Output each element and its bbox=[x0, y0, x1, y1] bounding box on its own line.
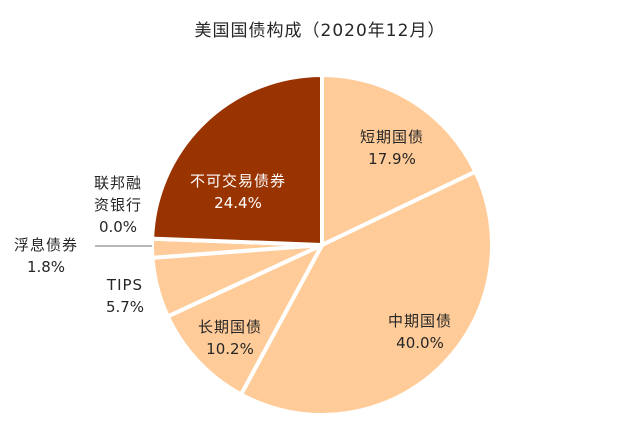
label-value: 10.2% bbox=[206, 340, 254, 358]
label-nonmarketable: 不可交易债券 24.4% bbox=[178, 170, 298, 214]
label-name: 长期国债 bbox=[197, 318, 262, 336]
label-value: 24.4% bbox=[214, 194, 262, 212]
label-name: TIPS bbox=[106, 276, 144, 294]
pie-slice-6 bbox=[150, 73, 324, 247]
pie-slice-2 bbox=[165, 243, 324, 397]
label-name: 短期国债 bbox=[359, 128, 424, 146]
label-mid-term: 中期国债 40.0% bbox=[380, 310, 460, 354]
chart-title: 美国国债构成（2020年12月） bbox=[194, 21, 446, 41]
label-value: 40.0% bbox=[396, 334, 444, 352]
pie-slice-1 bbox=[239, 169, 494, 417]
label-value: 0.0% bbox=[98, 218, 138, 236]
label-name: 中期国债 bbox=[387, 312, 452, 330]
label-floating-rate: 浮息债券 1.8% bbox=[6, 234, 86, 278]
label-federal-financing-bank: 联邦融 资银行 0.0% bbox=[86, 172, 150, 238]
label-value: 1.8% bbox=[26, 258, 66, 276]
label-short-term: 短期国债 17.9% bbox=[352, 126, 432, 170]
label-name-line1: 联邦融 bbox=[93, 174, 142, 192]
label-name: 不可交易债券 bbox=[189, 172, 286, 190]
label-tips: TIPS 5.7% bbox=[100, 274, 150, 318]
label-long-term: 长期国债 10.2% bbox=[190, 316, 270, 360]
pie-slice-0 bbox=[320, 73, 478, 247]
label-value: 5.7% bbox=[105, 298, 145, 316]
label-value: 17.9% bbox=[368, 150, 416, 168]
label-name-line2: 资银行 bbox=[93, 196, 142, 214]
label-name: 浮息债券 bbox=[13, 236, 78, 254]
